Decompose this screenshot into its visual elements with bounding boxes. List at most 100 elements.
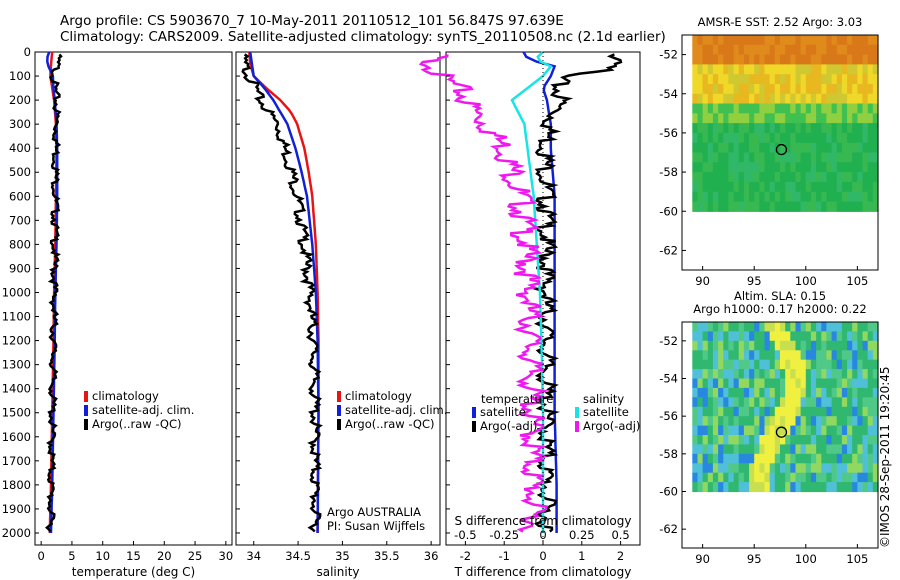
heatmap-cell	[872, 331, 879, 342]
heatmap-cell	[712, 84, 719, 95]
heatmap-cell	[800, 397, 807, 408]
heatmap-cell	[692, 406, 699, 417]
series-line	[532, 53, 623, 533]
heatmap-cell	[862, 435, 869, 445]
heatmap-cell	[847, 44, 853, 56]
heatmap-cell	[759, 416, 766, 427]
heatmap-cell	[872, 35, 879, 46]
heatmap-cell	[707, 369, 714, 380]
heatmap-cell	[738, 359, 745, 370]
heatmap-cell	[697, 162, 704, 173]
heatmap-cell	[780, 397, 786, 408]
heatmap-cell	[738, 444, 745, 455]
heatmap-cell	[852, 84, 858, 95]
heatmap-cell	[826, 331, 833, 342]
heatmap-cell	[810, 435, 817, 445]
x-tick-label: 0	[539, 549, 546, 563]
heatmap-cell	[872, 369, 879, 380]
heatmap-cell	[821, 162, 828, 173]
heatmap-cell	[785, 132, 791, 144]
heatmap-cell	[707, 463, 714, 474]
heatmap-cell	[831, 331, 838, 342]
heatmap-cell	[826, 435, 833, 445]
heatmap-cell	[862, 64, 869, 75]
heatmap-cell	[723, 482, 730, 493]
heatmap-cell	[723, 103, 730, 114]
heatmap-cell	[857, 340, 864, 351]
heatmap-cell	[743, 369, 750, 380]
heatmap-cell	[759, 453, 766, 464]
heatmap-cell	[728, 416, 735, 427]
heatmap-cell	[774, 435, 781, 445]
heatmap-cell	[790, 406, 797, 417]
heatmap-cell	[774, 162, 781, 173]
heatmap-cell	[764, 378, 771, 389]
heatmap-cell	[800, 132, 807, 144]
heatmap-cell	[738, 340, 745, 351]
heatmap-cell	[707, 359, 714, 370]
heatmap-cell	[800, 472, 807, 483]
heatmap-cell	[852, 74, 858, 85]
heatmap-cell	[862, 472, 869, 483]
heatmap-cell	[733, 425, 740, 436]
heatmap-cell	[707, 201, 714, 212]
heatmap-cell	[841, 350, 848, 361]
heatmap-cell	[702, 35, 709, 46]
heatmap-cell	[826, 453, 833, 464]
heatmap-cell	[852, 132, 858, 144]
heatmap-cell	[723, 359, 730, 370]
heatmap-cell	[862, 340, 869, 351]
heatmap-cell	[774, 74, 781, 85]
heatmap-cell	[810, 142, 817, 154]
y-tick-label: -62	[659, 522, 678, 536]
heatmap-cell	[872, 162, 879, 173]
heatmap-cell	[816, 369, 822, 380]
heatmap-cell	[800, 64, 807, 75]
heatmap-cell	[728, 482, 735, 493]
heatmap-cell	[800, 181, 807, 193]
heatmap-cell	[816, 425, 822, 436]
y-tick-label: 1100	[2, 310, 31, 324]
heatmap-cell	[795, 84, 802, 95]
heatmap-cell	[780, 463, 786, 474]
x-axis-label: T difference from climatology	[454, 565, 632, 579]
heatmap-cell	[857, 35, 864, 46]
heatmap-cell	[821, 435, 828, 445]
y-tick-label: -60	[659, 204, 678, 218]
heatmap-cell	[831, 463, 838, 474]
heatmap-cell	[857, 359, 864, 370]
heatmap-cell	[780, 416, 786, 427]
map-title: AMSR-E SST: 2.52 Argo: 3.03	[698, 15, 863, 29]
heatmap-cell	[764, 453, 771, 464]
heatmap-cell	[728, 359, 735, 370]
heatmap-cell	[862, 482, 869, 493]
heatmap-cell	[831, 172, 838, 183]
heatmap-cell	[702, 74, 709, 85]
heatmap-cell	[780, 74, 786, 85]
heatmap-cell	[785, 397, 791, 408]
heatmap-cell	[847, 74, 853, 85]
heatmap-cell	[780, 369, 786, 380]
heatmap-cell	[769, 463, 776, 474]
heatmap-cell	[847, 93, 853, 105]
heatmap-cell	[821, 84, 828, 95]
heatmap-cell	[749, 191, 755, 203]
heatmap-cell	[852, 181, 858, 193]
heatmap-cell	[821, 472, 828, 483]
heatmap-cell	[821, 201, 828, 212]
panel-salinity: 34 34.5 35 35.5 36 salinity climatologysatelli…	[235, 51, 447, 579]
heatmap-cell	[816, 397, 822, 408]
heatmap-cell	[754, 322, 760, 332]
heatmap-cell	[702, 152, 709, 163]
heatmap-cell	[800, 359, 807, 370]
heatmap-cell	[702, 463, 709, 474]
heatmap-cell	[692, 453, 699, 464]
heatmap-cell	[785, 74, 791, 85]
heatmap-cell	[707, 123, 714, 134]
heatmap-cell	[867, 201, 874, 212]
heatmap-cell	[867, 322, 874, 332]
heatmap-cell	[754, 84, 760, 95]
heatmap-cell	[774, 181, 781, 193]
header-line-2: Climatology: CARS2009. Satellite-adjuste…	[60, 29, 666, 45]
heatmap-cell	[733, 103, 740, 114]
